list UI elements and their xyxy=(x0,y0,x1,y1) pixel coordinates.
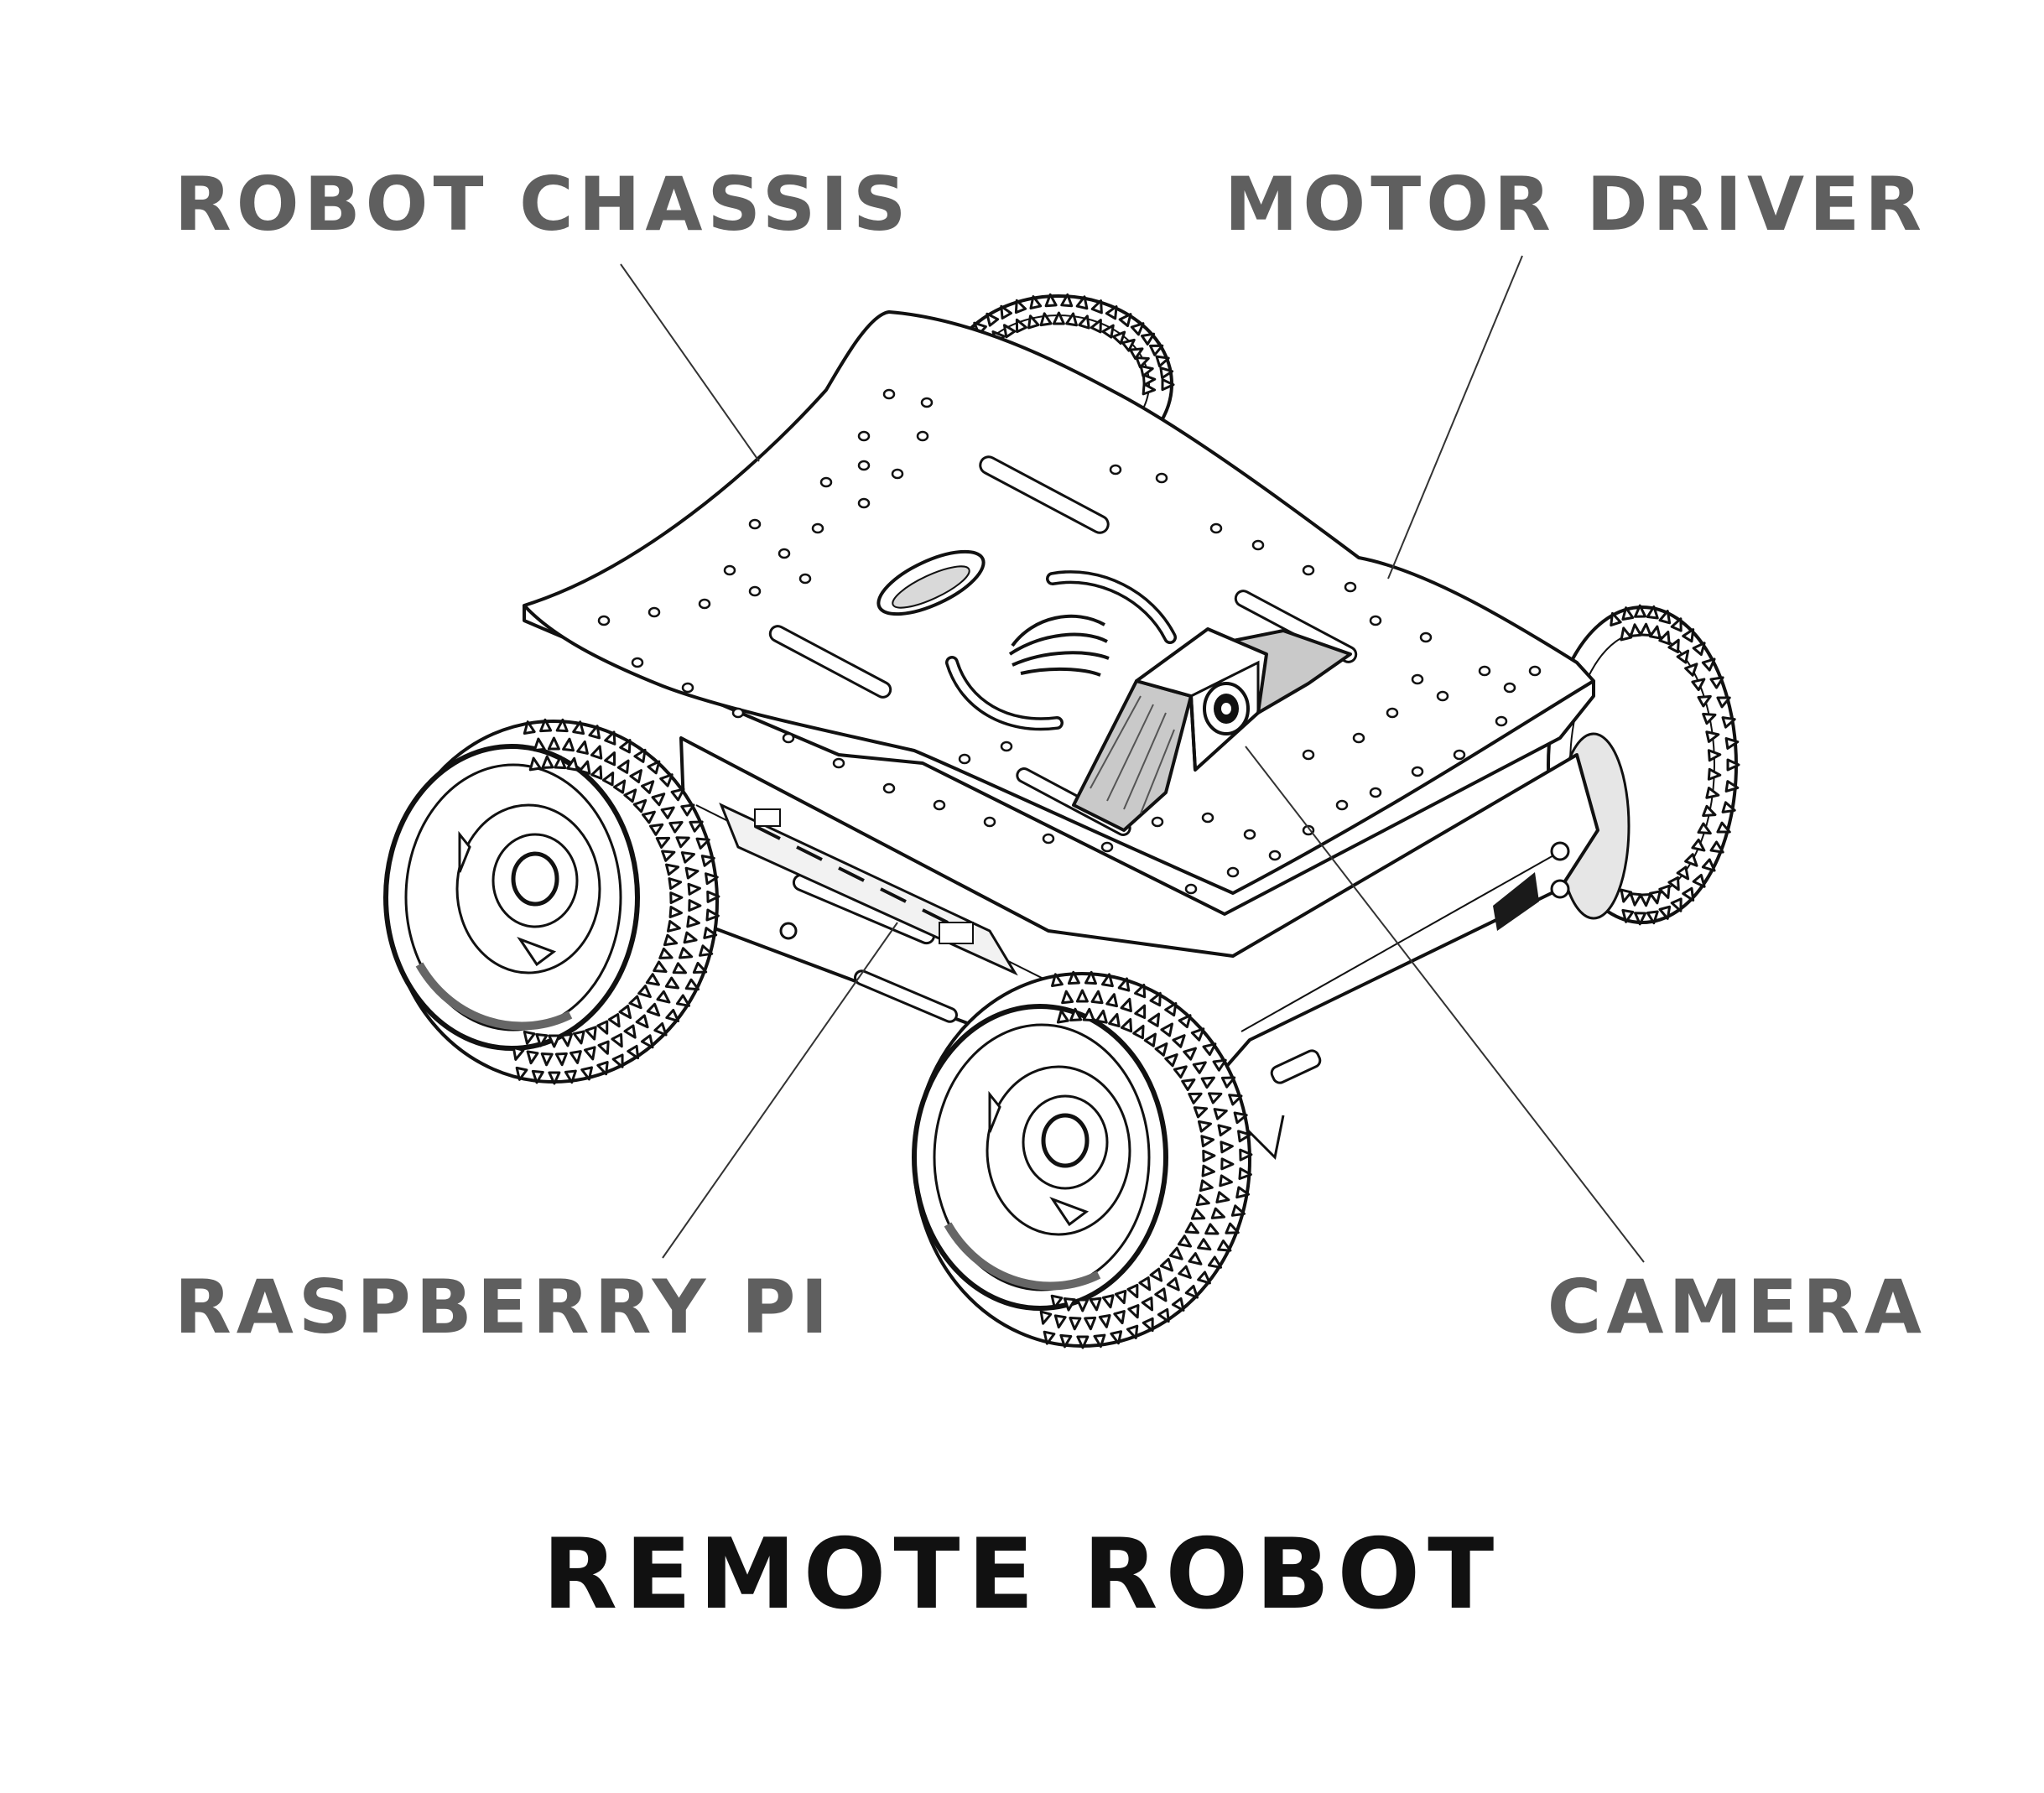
mounting-hole xyxy=(1335,799,1349,811)
label-robot-chassis: ROBOT CHASSIS xyxy=(174,161,912,247)
raspberry-pi-board xyxy=(719,803,1018,976)
mounting-hole xyxy=(1243,829,1256,840)
mounting-hole xyxy=(731,707,745,719)
leader-line-motor-driver xyxy=(1387,255,1523,579)
mounting-hole xyxy=(778,548,791,559)
mounting-hole xyxy=(1436,690,1449,702)
mounting-hole xyxy=(1109,464,1122,476)
leader-lines xyxy=(620,255,1645,1263)
mounting-hole xyxy=(1411,673,1424,685)
mounting-hole xyxy=(1419,631,1433,643)
mounting-hole xyxy=(1251,539,1265,551)
front-left-wheel xyxy=(383,718,720,1085)
leader-line-raspberry-pi xyxy=(662,922,898,1259)
label-raspberry-pi: RASPBERRY PI xyxy=(174,1264,834,1350)
mounting-hole xyxy=(1503,682,1516,694)
mounting-hole xyxy=(1369,615,1382,626)
mounting-hole xyxy=(920,397,934,408)
mounting-hole xyxy=(832,757,845,769)
leader-line-camera xyxy=(1245,746,1645,1263)
mounting-hole xyxy=(1528,665,1542,677)
diagram-title: REMOTE ROBOT xyxy=(542,1518,1502,1631)
mounting-hole xyxy=(958,753,971,765)
mounting-hole xyxy=(1268,850,1282,861)
label-motor-driver: MOTOR DRIVER xyxy=(1224,161,1927,247)
mounting-hole xyxy=(1352,732,1365,744)
mounting-hole xyxy=(1155,472,1168,484)
mounting-hole xyxy=(857,460,871,471)
mounting-hole xyxy=(1226,866,1240,878)
mounting-hole xyxy=(882,388,896,400)
mounting-hole xyxy=(1209,522,1223,534)
mounting-hole xyxy=(916,430,929,442)
mounting-hole xyxy=(681,682,694,694)
camera-assembly xyxy=(1072,627,1352,832)
mounting-hole xyxy=(933,799,946,811)
mounting-hole xyxy=(597,615,611,626)
mounting-hole xyxy=(811,522,824,534)
mounting-hole xyxy=(748,518,762,530)
mounting-hole xyxy=(648,606,661,618)
front-right-wheel xyxy=(912,970,1253,1349)
mounting-hole xyxy=(1000,741,1013,752)
mounting-hole xyxy=(857,497,871,509)
mounting-hole xyxy=(1201,812,1214,824)
mounting-hole xyxy=(1495,715,1508,727)
mounting-hole xyxy=(1386,707,1399,719)
mounting-hole xyxy=(1411,766,1424,777)
mounting-hole xyxy=(698,598,711,610)
mounting-hole xyxy=(819,476,833,488)
chassis-logo xyxy=(1008,614,1110,677)
mounting-hole xyxy=(798,573,812,585)
mounting-hole xyxy=(1302,564,1315,576)
leader-line-chassis xyxy=(620,263,760,462)
mounting-hole xyxy=(891,468,904,480)
mounting-hole xyxy=(882,782,896,794)
label-camera: CAMERA xyxy=(1547,1264,1927,1350)
mounting-hole xyxy=(631,657,644,668)
chassis-plate xyxy=(523,310,1595,916)
mounting-hole xyxy=(1344,581,1357,593)
mounting-hole xyxy=(1042,833,1055,845)
mounting-hole xyxy=(748,585,762,597)
mounting-hole xyxy=(983,816,996,828)
mounting-hole xyxy=(857,430,871,442)
mounting-hole xyxy=(1369,787,1382,798)
mounting-hole xyxy=(782,732,795,744)
mounting-hole xyxy=(1100,841,1114,853)
mounting-hole xyxy=(1184,883,1198,895)
mounting-hole xyxy=(1151,816,1164,828)
mounting-hole xyxy=(723,564,736,576)
mounting-hole xyxy=(1453,749,1466,761)
mounting-hole xyxy=(1302,749,1315,761)
mounting-hole xyxy=(1478,665,1491,677)
